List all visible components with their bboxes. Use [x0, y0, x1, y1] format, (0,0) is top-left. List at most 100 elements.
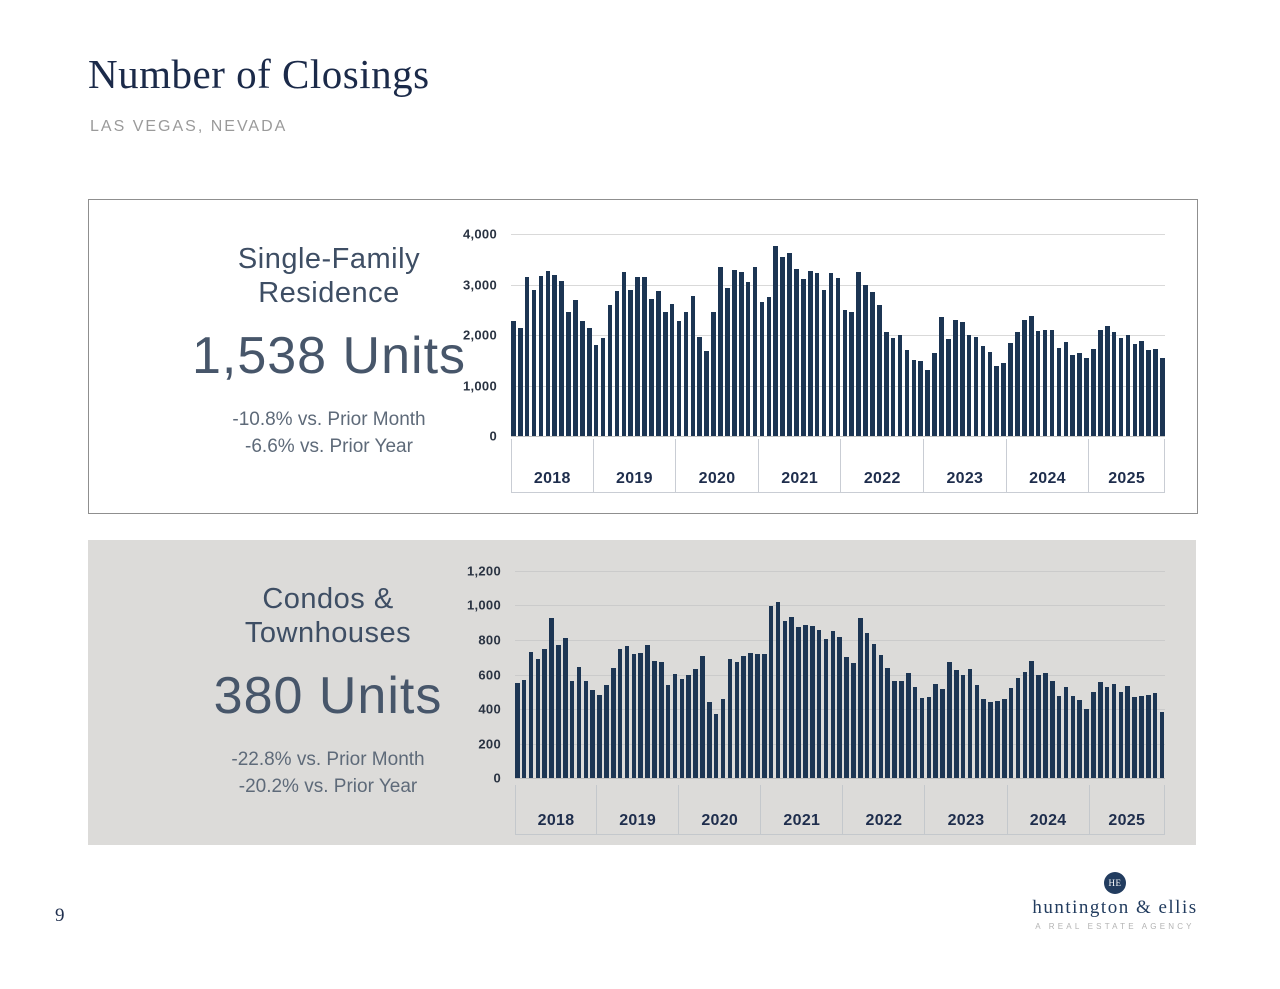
heading-line-1: Condos & [262, 583, 394, 615]
chart-bar [863, 284, 868, 436]
chart-bar [745, 281, 751, 436]
year-label: 2020 [698, 470, 736, 487]
chart-bar [1160, 358, 1165, 436]
chart-bar [803, 625, 808, 778]
chart-bar [1104, 325, 1110, 436]
year-cell-2025: 2025 [1089, 439, 1165, 493]
chart-bar [607, 304, 613, 436]
chart-bar [1084, 358, 1089, 436]
chart-bar [662, 312, 668, 436]
vs-prior-month: -22.8% vs. Prior Month [231, 749, 425, 770]
chart-bar [919, 697, 925, 778]
chart-bar [782, 621, 788, 778]
chart-bar [1049, 329, 1055, 436]
chart-bar [918, 361, 924, 436]
page-title: Number of Closings [88, 51, 430, 97]
chart-bar [697, 337, 703, 436]
year-label: 2024 [1029, 812, 1067, 829]
chart-bar [672, 673, 678, 778]
chart-bar [1035, 331, 1041, 436]
chart-bar [828, 272, 834, 436]
chart-bar [830, 630, 836, 778]
chart-bar [583, 681, 589, 778]
chart-bar [871, 644, 877, 778]
chart-bar [580, 320, 585, 436]
chart-bar [704, 350, 709, 436]
chart-bar [631, 653, 637, 778]
plot-area [511, 234, 1165, 437]
single-family-panel: Single-Family Residence 1,538 Units -10.… [88, 199, 1198, 514]
chart-bar [787, 252, 792, 436]
chart-bar [524, 276, 530, 436]
chart-bar [1111, 332, 1117, 436]
chart-bar [1104, 686, 1110, 778]
chart-bar [1139, 340, 1145, 436]
logo-tagline: A REAL ESTATE AGENCY [1035, 922, 1195, 931]
y-tick-label: 3,000 [462, 277, 497, 292]
chart-bar [966, 334, 972, 436]
chart-bar [885, 667, 890, 778]
chart-bar [960, 675, 966, 778]
chart-bar [676, 320, 682, 436]
chart-bar [665, 684, 671, 778]
y-axis-labels: 0 1,000 2,000 3,000 4,000 [89, 227, 497, 444]
chart-bar [1098, 681, 1103, 778]
chart-bar [1132, 344, 1138, 436]
chart-bar [864, 633, 870, 778]
chart-bar [686, 675, 692, 778]
chart-bar [959, 322, 965, 436]
chart-bar [1091, 691, 1096, 778]
chart-bar [954, 670, 959, 778]
vs-prior-year: -20.2% vs. Prior Year [238, 776, 418, 797]
logo-name: huntington & ellis [1032, 897, 1198, 918]
chart-bar [878, 654, 884, 778]
chart-bar [851, 663, 856, 778]
chart-bar [933, 684, 938, 778]
chart-bar [912, 687, 918, 778]
chart-bar [545, 270, 551, 436]
condos-summary: Condos & Townhouses 380 Units -22.8% vs.… [98, 540, 558, 800]
chart-bar [1098, 329, 1103, 436]
chart-bar [892, 680, 897, 778]
condos-heading: Condos & Townhouses [98, 582, 558, 650]
chart-bar [1139, 696, 1144, 778]
chart-bar [1132, 696, 1137, 778]
chart-bar [890, 337, 896, 436]
chart-bar [1056, 348, 1062, 436]
chart-bar [1159, 712, 1165, 778]
chart-bar [535, 658, 541, 778]
year-label: 2022 [863, 470, 901, 487]
chart-bar [946, 339, 951, 436]
year-label: 2018 [533, 470, 571, 487]
year-label: 2024 [1029, 470, 1066, 487]
chart-bar [597, 695, 602, 778]
chart-bar [755, 653, 760, 778]
chart-bar [780, 256, 785, 436]
year-label: 2021 [781, 470, 819, 487]
gridline [515, 605, 1165, 607]
chart-bar [707, 702, 712, 778]
chart-bar [590, 690, 596, 778]
chart-bar [748, 652, 753, 778]
year-cell-2020: 2020 [679, 785, 762, 835]
chart-bar [563, 638, 568, 778]
year-cell-2022: 2022 [843, 785, 926, 835]
chart-bar [768, 605, 774, 778]
chart-bar [842, 309, 848, 436]
chart-bar [766, 296, 772, 436]
chart-bar [511, 320, 516, 436]
chart-bar [738, 271, 744, 436]
year-cell-2023: 2023 [924, 439, 1007, 493]
chart-bar [720, 698, 726, 778]
chart-bar [1063, 686, 1069, 778]
chart-bar [980, 345, 986, 436]
condos-townhouses-panel: Condos & Townhouses 380 Units -22.8% vs.… [88, 540, 1196, 845]
chart-bar [542, 648, 547, 778]
chart-bar [669, 303, 675, 436]
plot-area [515, 571, 1165, 779]
chart-bar [559, 280, 564, 436]
year-label: 2025 [1108, 470, 1146, 487]
chart-bar [1022, 671, 1028, 778]
year-cell-2020: 2020 [676, 439, 759, 493]
